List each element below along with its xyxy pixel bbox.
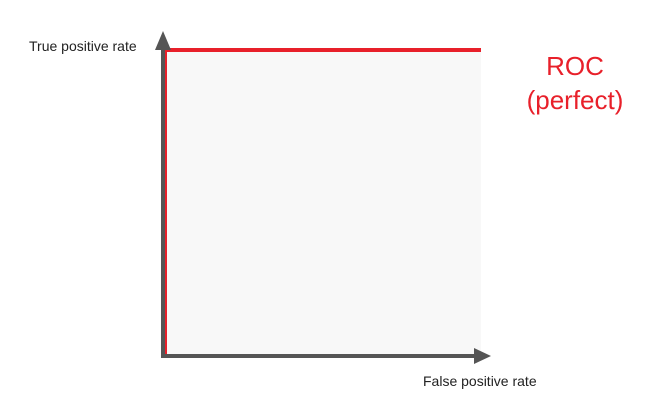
roc-annotation-line2: (perfect): [527, 85, 624, 115]
x-axis-label: False positive rate: [423, 373, 537, 389]
y-axis-arrowhead: [155, 31, 171, 50]
y-axis-label: True positive rate: [29, 38, 137, 54]
x-axis-arrowhead: [474, 348, 491, 364]
plot-area: [165, 50, 481, 356]
roc-annotation-line1: ROC: [546, 51, 604, 81]
